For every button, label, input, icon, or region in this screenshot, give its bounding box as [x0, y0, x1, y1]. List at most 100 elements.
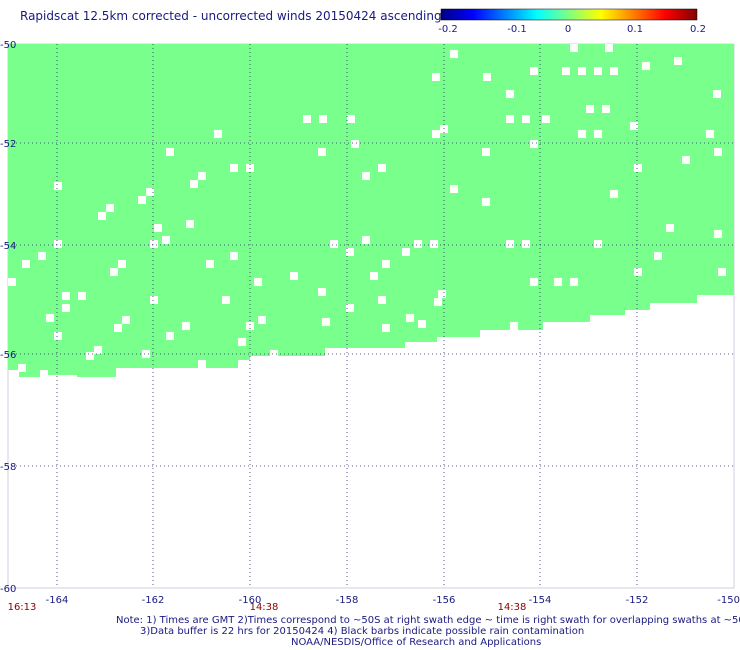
missing-cell [430, 240, 438, 248]
missing-cell [382, 324, 390, 332]
missing-cell [382, 260, 390, 268]
colorbar-tick-label: 0 [565, 24, 571, 35]
missing-cell [530, 140, 538, 148]
missing-cell [319, 115, 327, 123]
missing-cell [578, 130, 586, 138]
missing-cell [150, 240, 158, 248]
longitude-label: -162 [142, 595, 165, 606]
missing-cell [586, 105, 594, 113]
missing-cell [94, 346, 102, 354]
graticule [8, 44, 734, 588]
time-labels: 16:13 14:38 14:38 [8, 602, 527, 613]
missing-cell [198, 172, 206, 180]
missing-cell [713, 90, 721, 98]
colorbar: -0.2 -0.1 0 0.1 0.2 [438, 8, 706, 35]
missing-cell [78, 292, 86, 300]
missing-cell [570, 278, 578, 286]
missing-cell [162, 236, 170, 244]
missing-cell [506, 90, 514, 98]
missing-cell [222, 296, 230, 304]
missing-cell [54, 182, 62, 190]
latitude-label: -52 [0, 139, 16, 150]
missing-cell [450, 50, 458, 58]
colorbar-tick-label: -0.1 [507, 24, 527, 35]
missing-cell [378, 164, 386, 172]
missing-cell [166, 332, 174, 340]
missing-cell [182, 322, 190, 330]
data-gaps [8, 44, 726, 378]
missing-cell [346, 304, 354, 312]
missing-cell [110, 268, 118, 276]
missing-cell [54, 332, 62, 340]
missing-cell [594, 240, 602, 248]
missing-cell [330, 240, 338, 248]
missing-cell [198, 360, 206, 368]
missing-cell [46, 314, 54, 322]
wind-swath [8, 44, 734, 377]
missing-cell [602, 105, 610, 113]
missing-cell [674, 57, 682, 65]
latitude-labels: -50 -52 -54 -56 -58 -60 [0, 40, 16, 595]
longitude-label: -150 [717, 595, 740, 606]
missing-cell [38, 252, 46, 260]
missing-cell [406, 314, 414, 322]
missing-cell [138, 196, 146, 204]
missing-cell [542, 115, 550, 123]
missing-cell [114, 324, 122, 332]
missing-cell [414, 240, 422, 248]
missing-cell [682, 156, 690, 164]
missing-cell [642, 62, 650, 70]
missing-cell [206, 260, 214, 268]
latitude-label: -54 [0, 241, 16, 252]
missing-cell [62, 292, 70, 300]
longitude-label: -152 [626, 595, 649, 606]
missing-cell [322, 318, 330, 326]
note-line-1: Note: 1) Times are GMT 2)Times correspon… [116, 615, 740, 626]
colorbar-tick-label: 0.1 [627, 24, 643, 35]
latitude-label: -58 [0, 462, 16, 473]
missing-cell [482, 198, 490, 206]
missing-cell [318, 148, 326, 156]
note-line-2: 3)Data buffer is 22 hrs for 20150424 4) … [140, 626, 585, 637]
missing-cell [186, 220, 194, 228]
missing-cell [370, 272, 378, 280]
missing-cell [346, 248, 354, 256]
missing-cell [530, 278, 538, 286]
missing-cell [54, 240, 62, 248]
missing-cell [594, 130, 602, 138]
missing-cell [506, 240, 514, 248]
missing-cell [714, 148, 722, 156]
missing-cell [522, 115, 530, 123]
missing-cell [190, 180, 198, 188]
missing-cell [106, 204, 114, 212]
missing-cell [214, 130, 222, 138]
longitude-label: -156 [433, 595, 456, 606]
missing-cell [362, 172, 370, 180]
missing-cell [146, 188, 154, 196]
missing-cell [418, 320, 426, 328]
note-line-3: NOAA/NESDIS/Office of Research and Appli… [291, 637, 542, 648]
missing-cell [254, 278, 262, 286]
missing-cell [18, 364, 26, 372]
missing-cell [303, 115, 311, 123]
missing-cell [62, 304, 70, 312]
time-label: 14:38 [498, 602, 527, 613]
missing-cell [522, 240, 530, 248]
missing-cell [432, 130, 440, 138]
latitude-label: -60 [0, 584, 16, 595]
missing-cell [450, 185, 458, 193]
missing-cell [154, 224, 162, 232]
missing-cell [605, 44, 613, 52]
missing-cell [634, 164, 642, 172]
colorbar-tick-label: -0.2 [438, 24, 458, 35]
missing-cell [40, 370, 48, 378]
missing-cell [142, 350, 150, 358]
missing-cell [718, 268, 726, 276]
missing-cell [610, 67, 618, 75]
missing-cell [347, 115, 355, 123]
missing-cell [610, 190, 618, 198]
missing-cell [378, 296, 386, 304]
missing-cell [594, 67, 602, 75]
missing-cell [98, 212, 106, 220]
